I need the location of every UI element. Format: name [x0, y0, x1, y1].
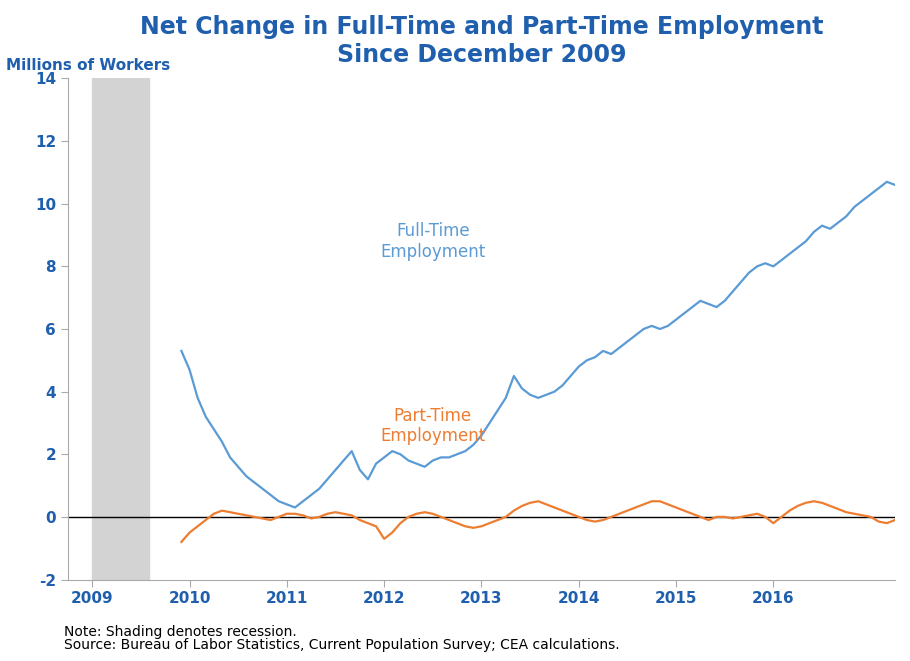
Text: Part-Time
Employment: Part-Time Employment [380, 407, 485, 446]
Title: Net Change in Full-Time and Part-Time Employment
Since December 2009: Net Change in Full-Time and Part-Time Em… [140, 15, 824, 67]
Text: Note: Shading denotes recession.: Note: Shading denotes recession. [64, 625, 297, 639]
Bar [92, 79, 149, 580]
Text: Source: Bureau of Labor Statistics, Current Population Survey; CEA calculations.: Source: Bureau of Labor Statistics, Curr… [64, 638, 620, 652]
Text: Millions of Workers: Millions of Workers [5, 58, 170, 73]
Text: Full-Time
Employment: Full-Time Employment [380, 222, 485, 260]
